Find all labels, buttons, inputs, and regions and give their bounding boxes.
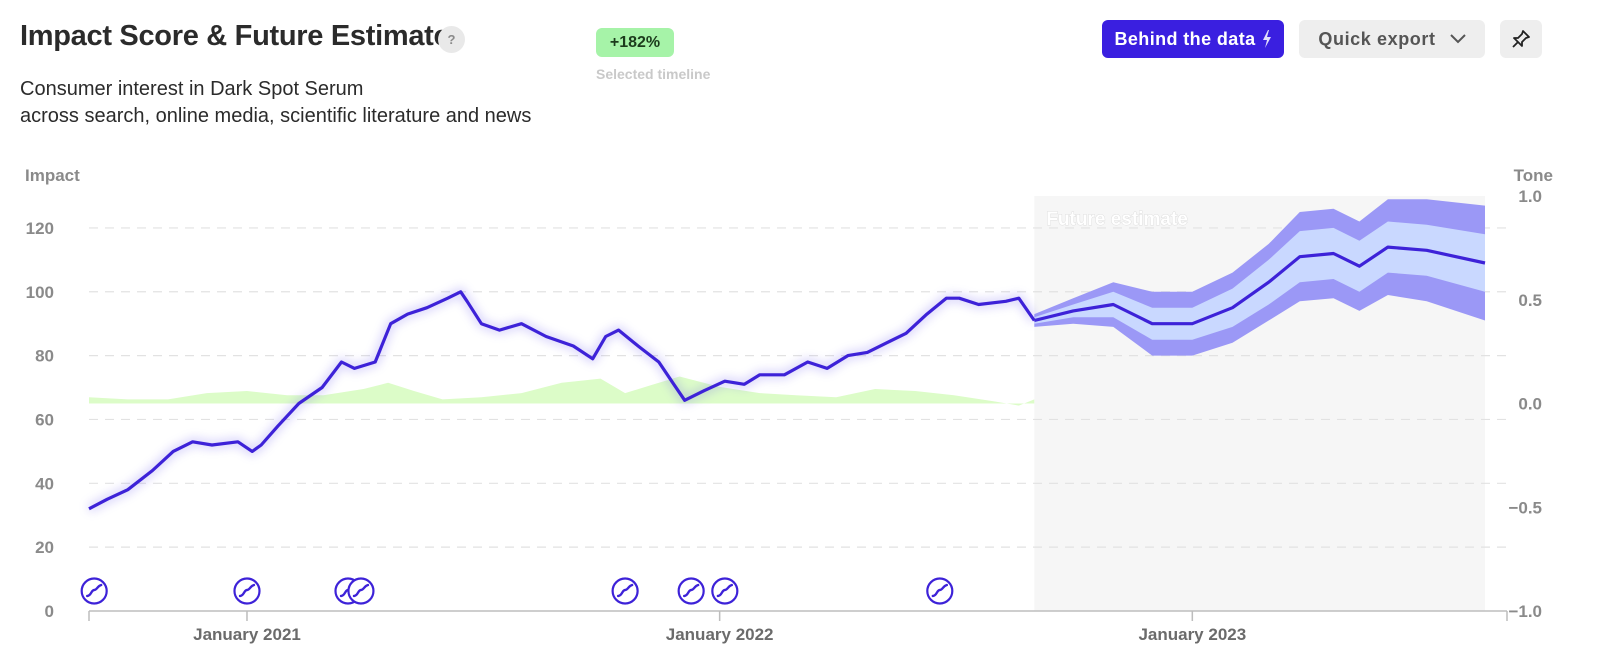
- left-tick-label: 20: [35, 538, 54, 557]
- event-marker-icon[interactable]: [347, 577, 375, 605]
- event-marker-trend: [616, 583, 634, 598]
- subtitle-line-2: across search, online media, scientific …: [20, 105, 532, 127]
- event-marker-icon[interactable]: [677, 577, 705, 605]
- right-tick-label: −0.5: [1508, 498, 1542, 517]
- tone-area: [89, 376, 1035, 406]
- chart-subtitle: Consumer interest in Dark Spot Serum acr…: [20, 76, 531, 130]
- event-marker-icon[interactable]: [711, 577, 739, 605]
- estimate-inner-band: [1034, 221, 1485, 340]
- x-tick-label: January 2022: [666, 625, 774, 644]
- pin-button[interactable]: [1500, 20, 1542, 58]
- x-tick-label: January 2023: [1138, 625, 1246, 644]
- event-marker-trend: [682, 583, 700, 598]
- event-marker-trend: [352, 583, 370, 598]
- event-marker-trend: [238, 583, 256, 598]
- subtitle-line-1: Consumer interest in Dark Spot Serum: [20, 78, 364, 100]
- event-marker-icon[interactable]: [80, 577, 108, 605]
- right-axis-title: Tone: [1514, 166, 1553, 185]
- help-icon[interactable]: ?: [438, 26, 465, 53]
- left-axis-title: Impact: [25, 166, 80, 185]
- event-marker-trend: [85, 583, 103, 598]
- event-marker-icon[interactable]: [611, 577, 639, 605]
- left-tick-label: 0: [45, 602, 54, 621]
- event-marker-icon[interactable]: [926, 577, 954, 605]
- impact-line: [88, 290, 1036, 511]
- left-tick-label: 60: [35, 410, 54, 429]
- lightning-icon: [1262, 30, 1271, 48]
- quick-export-button[interactable]: Quick export: [1299, 20, 1485, 58]
- page-title: Impact Score & Future Estimate: [20, 20, 450, 52]
- change-caption: Selected timeline: [596, 66, 711, 82]
- pin-icon: [1512, 30, 1530, 48]
- estimate-line: [1033, 245, 1486, 326]
- left-tick-label: 120: [26, 219, 54, 238]
- quick-export-label: Quick export: [1318, 28, 1436, 49]
- change-badge: +182%: [596, 28, 674, 57]
- left-tick-label: 100: [26, 283, 54, 302]
- behind-the-data-button[interactable]: Behind the data: [1102, 20, 1284, 58]
- event-marker-trend: [716, 583, 734, 598]
- event-marker-trend: [931, 583, 948, 598]
- x-tick-label: January 2021: [193, 625, 301, 644]
- chevron-down-icon: [1449, 34, 1466, 44]
- event-marker-icon[interactable]: [233, 577, 261, 605]
- behind-the-data-label: Behind the data: [1114, 28, 1256, 49]
- left-tick-label: 80: [35, 347, 54, 366]
- future-estimate-label: Future estimate: [1046, 209, 1187, 230]
- right-tick-label: 1.0: [1518, 187, 1542, 206]
- right-tick-label: 0.5: [1518, 291, 1542, 310]
- right-tick-label: 0.0: [1518, 395, 1542, 414]
- right-tick-label: −1.0: [1508, 602, 1542, 621]
- left-tick-label: 40: [35, 474, 54, 493]
